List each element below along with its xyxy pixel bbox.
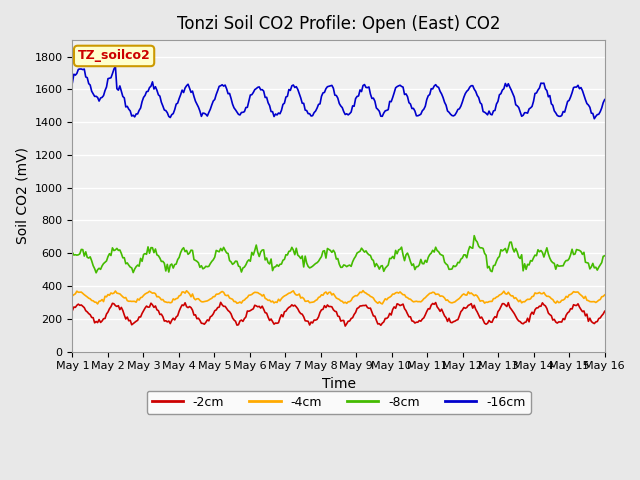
-4cm: [574, 289, 582, 295]
-8cm: [601, 253, 609, 259]
-16cm: [255, 84, 263, 90]
-4cm: [68, 293, 76, 299]
-8cm: [228, 262, 236, 267]
-2cm: [341, 323, 349, 329]
-2cm: [228, 315, 236, 321]
-16cm: [228, 101, 236, 107]
-4cm: [255, 291, 263, 297]
-8cm: [92, 270, 100, 276]
-8cm: [574, 247, 582, 253]
-4cm: [303, 299, 310, 304]
-8cm: [255, 253, 263, 259]
-8cm: [68, 250, 76, 255]
-16cm: [111, 63, 119, 69]
-16cm: [591, 116, 598, 121]
-4cm: [94, 301, 102, 307]
-4cm: [601, 292, 609, 298]
-2cm: [134, 317, 141, 323]
Line: -4cm: -4cm: [72, 290, 605, 304]
-2cm: [217, 300, 225, 305]
-16cm: [303, 108, 310, 113]
-8cm: [135, 264, 143, 269]
-2cm: [246, 308, 254, 313]
-16cm: [573, 84, 580, 90]
-4cm: [246, 292, 254, 298]
Text: TZ_soilco2: TZ_soilco2: [77, 49, 150, 62]
Line: -16cm: -16cm: [72, 66, 605, 119]
Title: Tonzi Soil CO2 Profile: Open (East) CO2: Tonzi Soil CO2 Profile: Open (East) CO2: [177, 15, 500, 33]
-2cm: [601, 308, 609, 314]
Y-axis label: Soil CO2 (mV): Soil CO2 (mV): [15, 147, 29, 244]
-16cm: [135, 108, 143, 113]
-4cm: [135, 297, 143, 303]
-2cm: [303, 318, 310, 324]
X-axis label: Time: Time: [321, 377, 356, 391]
-2cm: [574, 301, 582, 307]
-16cm: [68, 80, 76, 85]
Line: -8cm: -8cm: [72, 236, 605, 273]
-16cm: [246, 92, 254, 98]
-4cm: [359, 288, 367, 293]
-2cm: [68, 308, 76, 313]
-4cm: [228, 296, 236, 302]
-8cm: [470, 233, 478, 239]
Legend: -2cm, -4cm, -8cm, -16cm: -2cm, -4cm, -8cm, -16cm: [147, 391, 531, 414]
Line: -2cm: -2cm: [72, 302, 605, 326]
-8cm: [303, 260, 310, 266]
-16cm: [601, 96, 609, 102]
-8cm: [246, 258, 254, 264]
-2cm: [255, 303, 263, 309]
